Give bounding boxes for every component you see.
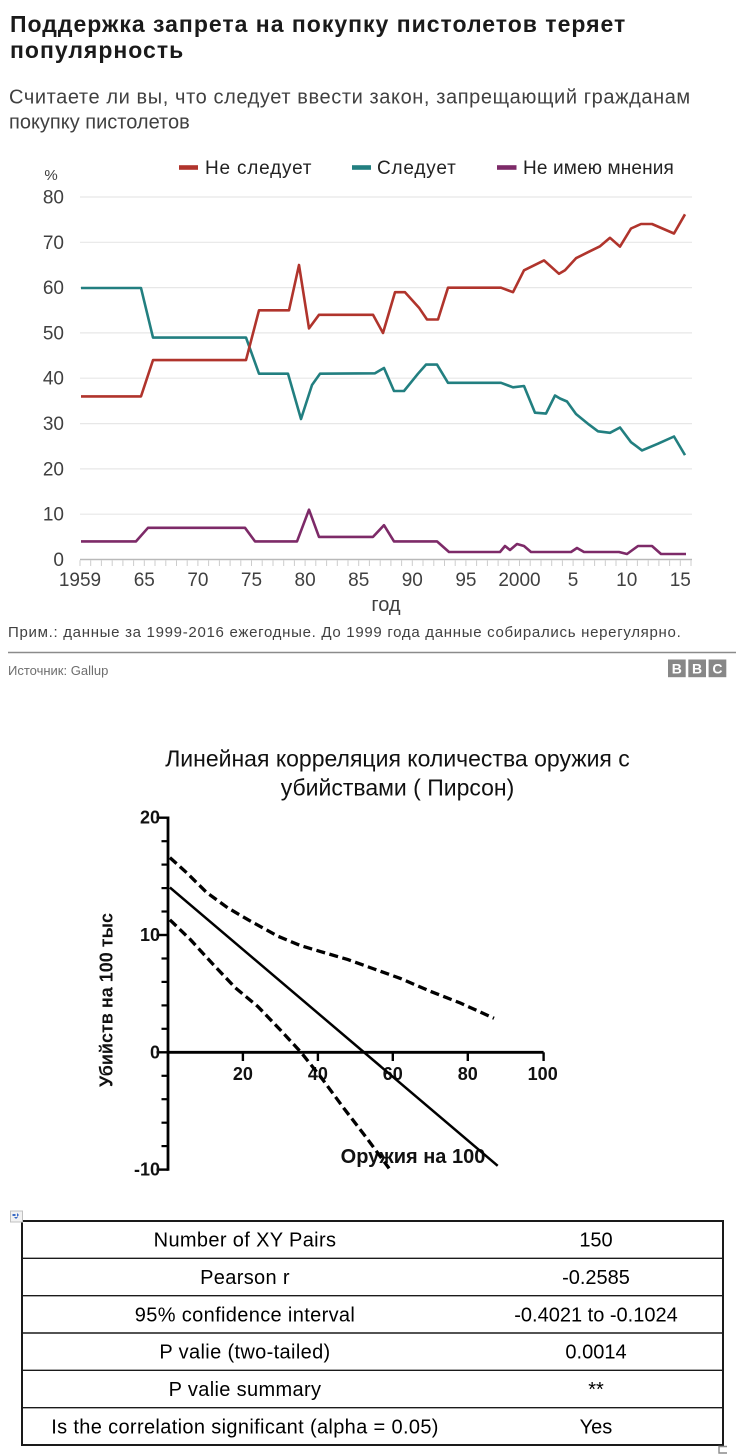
svg-text:90: 90	[402, 570, 423, 591]
svg-text:80: 80	[295, 570, 316, 591]
svg-text:C: C	[712, 661, 722, 677]
svg-text:-0.2585: -0.2585	[562, 1267, 630, 1289]
svg-text:40: 40	[43, 369, 64, 390]
svg-text:0.0014: 0.0014	[565, 1342, 626, 1364]
svg-text:Прим.: данные за 1999-2016 еже: Прим.: данные за 1999-2016 ежегодные. До…	[8, 624, 681, 641]
svg-text:50: 50	[43, 323, 64, 344]
svg-text:Поддержка запрета на покупку п: Поддержка запрета на покупку пистолетов …	[10, 11, 626, 37]
svg-text:популярность: популярность	[10, 37, 184, 63]
svg-text:95: 95	[455, 570, 476, 591]
svg-text:75: 75	[241, 570, 262, 591]
svg-text:-0.4021 to -0.1024: -0.4021 to -0.1024	[514, 1304, 677, 1326]
svg-text:30: 30	[43, 414, 64, 435]
svg-text:покупку пистолетов: покупку пистолетов	[9, 112, 190, 134]
svg-text:10: 10	[43, 505, 64, 526]
svg-text:Источник: Gallup: Источник: Gallup	[8, 663, 108, 678]
svg-text:Линейная корреляция количества: Линейная корреляция количества оружия с	[165, 746, 630, 772]
svg-text:80: 80	[43, 188, 64, 209]
svg-text:65: 65	[134, 570, 155, 591]
svg-text:1959: 1959	[59, 570, 101, 591]
svg-text:60: 60	[43, 278, 64, 299]
svg-text:убийствами ( Пирсон): убийствами ( Пирсон)	[281, 775, 515, 801]
svg-text:%: %	[44, 167, 57, 184]
svg-text:-10: -10	[134, 1160, 160, 1180]
svg-text:P valie (two-tailed): P valie (two-tailed)	[159, 1342, 330, 1364]
svg-text:0: 0	[150, 1042, 160, 1062]
svg-text:Следует: Следует	[377, 158, 457, 179]
svg-text:70: 70	[43, 233, 64, 254]
svg-text:Yes: Yes	[580, 1416, 613, 1438]
svg-text:Оружия на 100: Оружия на 100	[341, 1146, 486, 1168]
svg-text:B: B	[672, 661, 682, 677]
svg-text:70: 70	[187, 570, 208, 591]
svg-text:2000: 2000	[498, 570, 540, 591]
svg-text:Убийств на 100 тыс: Убийств на 100 тыс	[97, 913, 117, 1087]
svg-text:B: B	[692, 661, 702, 677]
svg-text:Не следует: Не следует	[205, 158, 312, 179]
svg-text:10: 10	[140, 925, 160, 945]
svg-text:150: 150	[579, 1230, 612, 1252]
svg-text:год: год	[371, 594, 401, 616]
svg-text:85: 85	[348, 570, 369, 591]
svg-text:0: 0	[53, 550, 64, 571]
svg-text:Pearson r: Pearson r	[200, 1267, 290, 1289]
svg-text:20: 20	[233, 1064, 253, 1084]
svg-text:95% confidence interval: 95% confidence interval	[135, 1304, 355, 1326]
svg-text:Number of XY Pairs: Number of XY Pairs	[154, 1230, 337, 1252]
svg-text:**: **	[588, 1379, 604, 1401]
svg-text:5: 5	[568, 570, 579, 591]
svg-text:100: 100	[528, 1064, 558, 1084]
svg-text:P valie summary: P valie summary	[169, 1379, 322, 1401]
svg-text:Is the correlation significant: Is the correlation significant (alpha = …	[51, 1416, 439, 1438]
svg-text:20: 20	[140, 808, 160, 828]
svg-text:15: 15	[670, 570, 691, 591]
svg-text:Считаете ли вы, что следует вв: Считаете ли вы, что следует ввести закон…	[9, 87, 691, 109]
svg-text:80: 80	[458, 1064, 478, 1084]
svg-text:10: 10	[616, 570, 637, 591]
svg-text:Не имею мнения: Не имею мнения	[523, 158, 674, 179]
svg-text:20: 20	[43, 459, 64, 480]
svg-text:60: 60	[383, 1064, 403, 1084]
